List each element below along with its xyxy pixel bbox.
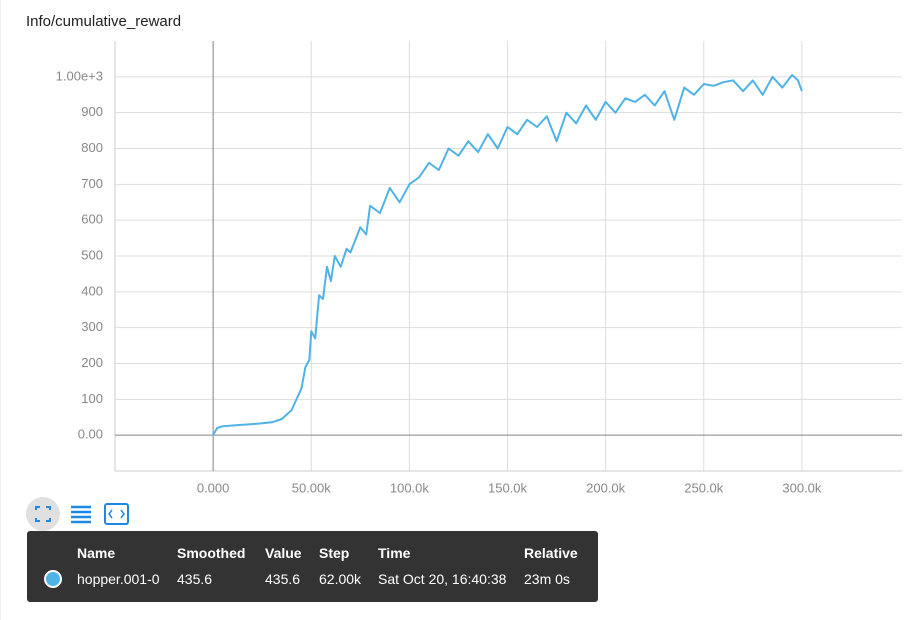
series-swatch [44, 570, 62, 588]
x-tick-label: 0.000 [197, 480, 230, 495]
tooltip-header: Time [378, 545, 411, 561]
tooltip-header: Value [265, 545, 302, 561]
y-tick-label: 400 [81, 283, 103, 298]
expand-button[interactable] [26, 497, 60, 531]
tooltip-cell: 62.00k [319, 571, 362, 587]
x-tick-label: 150.0k [488, 480, 528, 495]
y-tick-label: 800 [81, 140, 103, 155]
y-tick-label: 700 [81, 176, 103, 191]
tooltip-header: Smoothed [177, 545, 246, 561]
tooltip-header: Name [77, 545, 116, 561]
x-tick-label: 200.0k [586, 480, 626, 495]
tooltip-cell: 435.6 [265, 571, 301, 587]
list-icon[interactable] [71, 505, 91, 524]
y-tick-label: 0.00 [78, 427, 103, 442]
tooltip-cell: hopper.001-0 [77, 571, 160, 587]
fit-icon[interactable] [104, 503, 129, 525]
tooltip-cell: 435.6 [177, 571, 213, 587]
fit-arrows [108, 509, 125, 519]
toolbar [26, 497, 129, 531]
y-tick-label: 300 [81, 319, 103, 334]
x-tick-label: 50.00k [292, 480, 332, 495]
x-tick-label: 300.0k [782, 480, 822, 495]
tooltip-header: Relative [524, 545, 578, 561]
chart-title: Info/cumulative_reward [26, 13, 181, 30]
expand-icon [35, 506, 51, 522]
y-tick-label: 900 [81, 104, 103, 119]
tooltip-header: Step [319, 545, 350, 561]
x-tick-label: 100.0k [390, 480, 430, 495]
y-tick-label: 100 [81, 391, 103, 406]
tooltip-cell: 23m 0s [524, 571, 570, 587]
y-tick-label: 1.00e+3 [56, 68, 103, 83]
tooltip-cell: Sat Oct 20, 16:40:38 [378, 571, 507, 587]
y-tick-label: 500 [81, 247, 103, 262]
x-tick-label: 250.0k [684, 480, 724, 495]
tooltip: Name Smoothed Value Step Time Relative hopper.… [27, 531, 598, 602]
y-tick-label: 600 [81, 212, 103, 227]
series-line [212, 74, 803, 436]
y-tick-label: 200 [81, 355, 103, 370]
